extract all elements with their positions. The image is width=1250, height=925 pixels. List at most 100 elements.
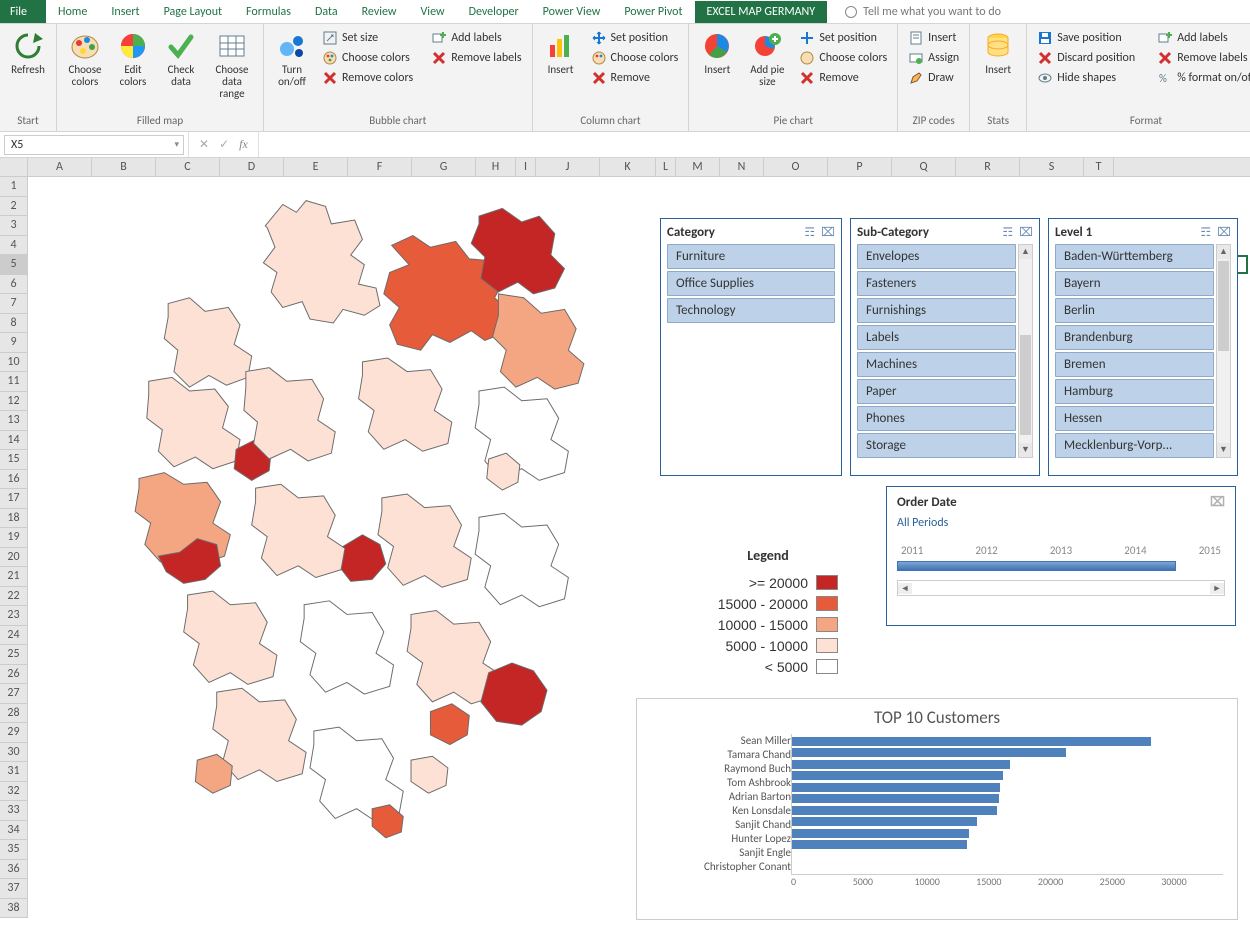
timeline-scrollbar[interactable]: ◄ ► [897,580,1225,596]
row-header-6[interactable]: 6 [0,275,27,295]
col-header-F[interactable]: F [348,158,412,176]
col-header-A[interactable]: A [28,158,92,176]
slicer-scrollbar[interactable]: ▲▼ [1216,244,1231,458]
col-header-N[interactable]: N [720,158,764,176]
tab-formulas[interactable]: Formulas [234,1,303,23]
remove-labels-button[interactable]: Remove labels [427,48,525,68]
col-header-H[interactable]: H [476,158,516,176]
map-region[interactable] [164,298,251,387]
col-header-O[interactable]: O [764,158,828,176]
slicer-item[interactable]: Mecklenburg-Vorp... [1055,433,1214,458]
row-header-22[interactable]: 22 [0,587,27,607]
row-header-32[interactable]: 32 [0,782,27,802]
row-header-7[interactable]: 7 [0,294,27,314]
map-region[interactable] [430,704,469,745]
row-header-30[interactable]: 30 [0,743,27,763]
row-header-16[interactable]: 16 [0,470,27,490]
row-header-1[interactable]: 1 [0,177,27,197]
col-header-Q[interactable]: Q [892,158,956,176]
map-region[interactable] [263,201,380,323]
tab-insert[interactable]: Insert [99,1,151,23]
clear-filter-icon[interactable]: ⌧ [821,225,835,240]
map-region[interactable] [475,513,568,606]
slicer-item[interactable]: Labels [857,325,1016,350]
slicer-item[interactable]: Fasteners [857,271,1016,296]
slicer-item[interactable]: Technology [667,298,835,323]
col-header-K[interactable]: K [600,158,656,176]
tell-me[interactable]: Tell me what you want to do [845,5,1001,19]
multi-select-icon[interactable]: ☶ [804,225,815,240]
slicer-item[interactable]: Hessen [1055,406,1214,431]
map-region[interactable] [481,663,547,725]
row-header-24[interactable]: 24 [0,626,27,646]
col-header-I[interactable]: I [516,158,536,176]
row-header-5[interactable]: 5 [0,255,27,275]
col-header-T[interactable]: T [1084,158,1114,176]
scroll-down-icon[interactable]: ▼ [1019,443,1032,457]
edit-colors-button[interactable]: Edit colors [111,28,155,102]
clear-filter-icon[interactable]: ⌧ [1019,225,1033,240]
pie-choose-colors-button[interactable]: Choose colors [795,48,891,68]
map-region[interactable] [147,377,240,468]
refresh-button[interactable]: Refresh [6,28,50,78]
map-region[interactable] [493,294,584,389]
row-header-14[interactable]: 14 [0,431,27,451]
slicer-category[interactable]: Category☶⌧FurnitureOffice SuppliesTechno… [660,218,842,476]
set-size-button[interactable]: Set size [318,28,417,48]
add-labels-button[interactable]: Add labels [427,28,525,48]
col-header-M[interactable]: M [676,158,720,176]
row-header-38[interactable]: 38 [0,899,27,919]
tab-page-layout[interactable]: Page Layout [152,1,234,23]
slicer-item[interactable]: Berlin [1055,298,1214,323]
map-region[interactable] [184,591,277,684]
tab-data[interactable]: Data [303,1,350,23]
zip-insert-button[interactable]: Insert [904,28,963,48]
discard-pos-button[interactable]: Discard position [1033,48,1139,68]
row-header-17[interactable]: 17 [0,489,27,509]
col-header-B[interactable]: B [92,158,156,176]
tab-power-pivot[interactable]: Power Pivot [612,1,694,23]
row-header-21[interactable]: 21 [0,567,27,587]
col-header-P[interactable]: P [828,158,892,176]
row-header-18[interactable]: 18 [0,509,27,529]
scroll-up-icon[interactable]: ▲ [1217,245,1230,259]
multi-select-icon[interactable]: ☶ [1002,225,1013,240]
row-header-27[interactable]: 27 [0,684,27,704]
row-header-23[interactable]: 23 [0,606,27,626]
pie-insert-button[interactable]: Insert [695,28,739,90]
tab-file[interactable]: File [0,1,46,23]
pie-remove-button[interactable]: Remove [795,68,891,88]
col-choose-colors-button[interactable]: Choose colors [587,48,683,68]
stats-insert-button[interactable]: Insert [976,28,1020,78]
row-header-36[interactable]: 36 [0,860,27,880]
fmt-add-labels-button[interactable]: Add labels [1153,28,1250,48]
col-header-C[interactable]: C [156,158,220,176]
formula-input[interactable] [258,132,1250,157]
zip-draw-button[interactable]: Draw [904,68,963,88]
row-header-8[interactable]: 8 [0,314,27,334]
hide-shapes-button[interactable]: Hide shapes [1033,68,1139,88]
row-header-10[interactable]: 10 [0,353,27,373]
remove-colors-button[interactable]: Remove colors [318,68,417,88]
tab-developer[interactable]: Developer [457,1,531,23]
map-region[interactable] [244,368,335,461]
row-header-26[interactable]: 26 [0,665,27,685]
slicer-item[interactable]: Brandenburg [1055,325,1214,350]
col-set-pos-button[interactable]: Set position [587,28,683,48]
turn-onoff-button[interactable]: Turn on/off [270,28,314,90]
slicer-item[interactable]: Bayern [1055,271,1214,296]
slicer-item[interactable]: Furniture [667,244,835,269]
tab-power-view[interactable]: Power View [531,1,613,23]
enter-icon[interactable]: ✓ [219,137,229,152]
scroll-up-icon[interactable]: ▲ [1019,245,1032,259]
row-header-19[interactable]: 19 [0,528,27,548]
clear-filter-icon[interactable]: ⌧ [1210,495,1225,510]
slicer-item[interactable]: Office Supplies [667,271,835,296]
col-header-D[interactable]: D [220,158,284,176]
pct-format-button[interactable]: %% format on/off [1153,68,1250,88]
col-header-E[interactable]: E [284,158,348,176]
row-header-29[interactable]: 29 [0,723,27,743]
zip-assign-button[interactable]: Assign [904,48,963,68]
map-region[interactable] [411,756,448,793]
fx-icon[interactable]: fx [239,137,248,152]
